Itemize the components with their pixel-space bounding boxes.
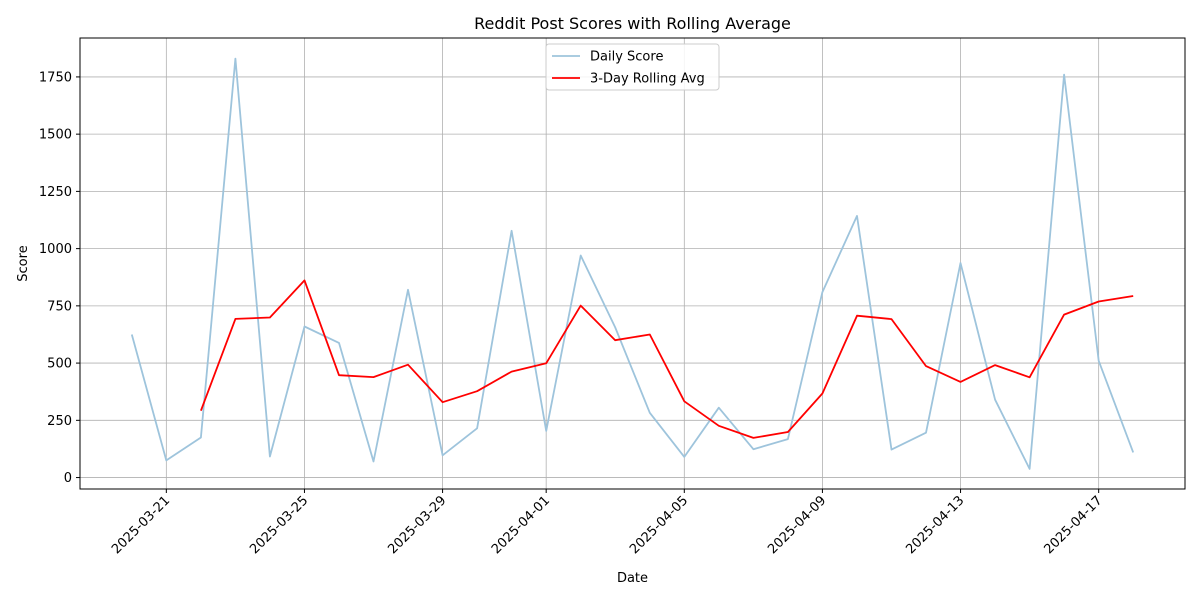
x-tick-label: 2025-04-05: [627, 493, 691, 557]
legend-box: [545, 43, 720, 91]
y-tick-label: 500: [47, 357, 72, 372]
x-tick-label: 2025-03-21: [109, 493, 173, 557]
grid-lines: [80, 38, 1185, 489]
series-lines: [130, 57, 1135, 470]
y-tick-label: 0: [64, 471, 72, 486]
x-axis-label: Date: [617, 571, 648, 586]
y-tick-label: 1000: [39, 242, 72, 257]
legend: Daily Score 3-Day Rolling Avg: [545, 43, 720, 91]
y-axis-label: Score: [16, 245, 31, 281]
x-tick-label: 2025-03-29: [385, 493, 449, 557]
y-tick-label: 1750: [39, 70, 72, 85]
x-tick-label: 2025-04-13: [903, 493, 967, 557]
chart-title: Reddit Post Scores with Rolling Average: [474, 14, 791, 33]
x-tick-label: 2025-04-01: [489, 493, 553, 557]
x-tick-label: 2025-04-17: [1041, 493, 1105, 557]
x-tick-label: 2025-04-09: [765, 493, 829, 557]
rolling-avg-line: [200, 279, 1134, 439]
legend-label-rolling: 3-Day Rolling Avg: [590, 72, 705, 87]
x-tick-label: 2025-03-25: [247, 493, 311, 557]
axis-ticks: 0 250 500 750 1000 1250 1500 1750 2025-03-21 2025…: [39, 70, 1106, 557]
plot-frame: [79, 37, 1186, 490]
y-tick-label: 1500: [39, 128, 72, 143]
y-tick-label: 1250: [39, 185, 72, 200]
y-tick-label: 750: [47, 299, 72, 314]
legend-label-daily: Daily Score: [590, 50, 663, 65]
daily-score-line: [130, 57, 1135, 470]
y-tick-label: 250: [47, 414, 72, 429]
